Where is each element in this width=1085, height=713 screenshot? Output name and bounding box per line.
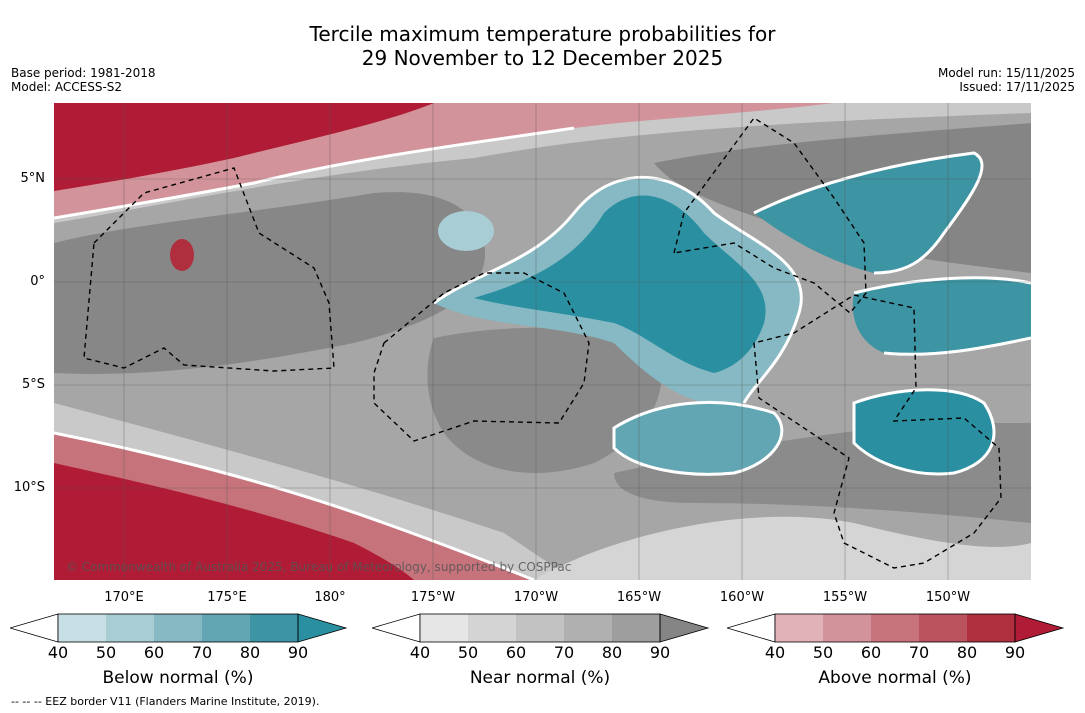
above-tick-60: 60: [860, 643, 882, 662]
grid-lines: [54, 103, 1031, 580]
map-title: Tercile maximum temperature probabilitie…: [0, 22, 1085, 70]
near-normal-label: Near normal (%): [469, 668, 611, 688]
above-normal-label: Above normal (%): [818, 668, 972, 688]
below-tick-40: 40: [47, 643, 69, 662]
below-normal-central-core: [474, 195, 766, 373]
contour-north-east: [753, 151, 984, 275]
issued-date: Issued: 17/11/2025: [959, 80, 1075, 94]
title-line-1: Tercile maximum temperature probabilitie…: [309, 22, 776, 46]
model-run: Model run: 15/11/2025: [937, 66, 1075, 80]
above-tick-90: 90: [1004, 643, 1026, 662]
probability-map: © Commonwealth of Australia 2025, Bureau…: [54, 103, 1031, 580]
contour-central: [433, 175, 803, 404]
lon-label-170w: 170°W: [513, 590, 559, 605]
above-bin-70: [919, 614, 967, 642]
dark-grey-west: [54, 192, 486, 374]
lon-label-160w: 160°W: [719, 590, 765, 605]
lat-label-0: 0°: [30, 274, 45, 289]
lat-label-10s: 10°S: [13, 480, 45, 495]
below-normal-south: [614, 402, 782, 475]
colorbar-near: [372, 613, 710, 643]
near-tick-80: 80: [601, 643, 623, 662]
eez-legend-note: -- -- -- EEZ border V11 (Flanders Marine…: [11, 695, 320, 708]
below-normal-small-patch: [438, 211, 494, 251]
above-normal-south-west-core: [54, 463, 414, 580]
contour-south-east: [852, 388, 996, 476]
near-extend-high: [659, 613, 710, 643]
below-bin-50: [106, 614, 154, 642]
map-canvas: [54, 103, 1031, 580]
above-bin-80: [967, 614, 1015, 642]
below-tick-80: 80: [239, 643, 261, 662]
near-tick-70: 70: [553, 643, 575, 662]
below-extend-low: [10, 613, 59, 643]
below-normal-north-east: [754, 153, 983, 273]
below-normal-label: Below normal (%): [102, 668, 254, 688]
near-tick-90: 90: [649, 643, 671, 662]
lon-label-155w: 155°W: [822, 590, 868, 605]
copyright-notice: © Commonwealth of Australia 2025, Bureau…: [66, 560, 572, 574]
lon-label-170e: 170°E: [104, 590, 144, 605]
meta-right: Model run: 15/11/2025 Issued: 17/11/2025: [938, 66, 1075, 94]
near-extend-low: [372, 613, 421, 643]
near-bin-40: [420, 614, 468, 642]
lat-label-5s: 5°S: [21, 377, 45, 392]
above-tick-80: 80: [956, 643, 978, 662]
above-normal-north-west-core: [54, 103, 434, 191]
lon-label-175e: 175°E: [207, 590, 247, 605]
below-normal-south-east: [854, 389, 994, 474]
below-bin-80: [250, 614, 298, 642]
above-normal-island-spot: [170, 239, 194, 271]
lon-label-150w: 150°W: [925, 590, 971, 605]
light-grey-band-south-east: [534, 516, 1031, 580]
near-bin-80: [612, 614, 660, 642]
below-bin-40: [58, 614, 106, 642]
base-period: Base period: 1981-2018: [11, 66, 156, 80]
above-tick-50: 50: [812, 643, 834, 662]
meta-left: Base period: 1981-2018 Model: ACCESS-S2: [11, 66, 156, 94]
lat-label-5n: 5°N: [20, 171, 46, 186]
near-tick-50: 50: [457, 643, 479, 662]
above-extend-high: [1014, 613, 1065, 643]
model-name: Model: ACCESS-S2: [11, 80, 123, 94]
near-bin-50: [468, 614, 516, 642]
lon-label-180: 180°: [314, 590, 346, 605]
colorbar-below: [10, 613, 348, 643]
contour-south-west: [54, 431, 535, 580]
near-bin-60: [516, 614, 564, 642]
lon-label-165w: 165°W: [616, 590, 662, 605]
below-tick-50: 50: [95, 643, 117, 662]
below-tick-90: 90: [287, 643, 309, 662]
title-line-2: 29 November to 12 December 2025: [361, 46, 724, 70]
near-tick-60: 60: [505, 643, 527, 662]
above-bin-60: [871, 614, 919, 642]
near-tick-40: 40: [409, 643, 431, 662]
above-bin-40: [775, 614, 823, 642]
below-bin-60: [154, 614, 202, 642]
contour-south: [612, 400, 784, 476]
lon-label-175w: 175°W: [410, 590, 456, 605]
dark-grey-central: [427, 327, 662, 473]
eez-borders: [83, 117, 1002, 569]
below-extend-high: [297, 613, 348, 643]
below-tick-60: 60: [143, 643, 165, 662]
above-tick-70: 70: [908, 643, 930, 662]
contour-east: [853, 276, 1031, 356]
near-bin-70: [564, 614, 612, 642]
above-tick-40: 40: [764, 643, 786, 662]
below-normal-east: [852, 277, 1031, 355]
below-bin-70: [202, 614, 250, 642]
below-tick-70: 70: [191, 643, 213, 662]
above-extend-low: [727, 613, 776, 643]
colorbar-above: [727, 613, 1065, 643]
above-bin-50: [823, 614, 871, 642]
